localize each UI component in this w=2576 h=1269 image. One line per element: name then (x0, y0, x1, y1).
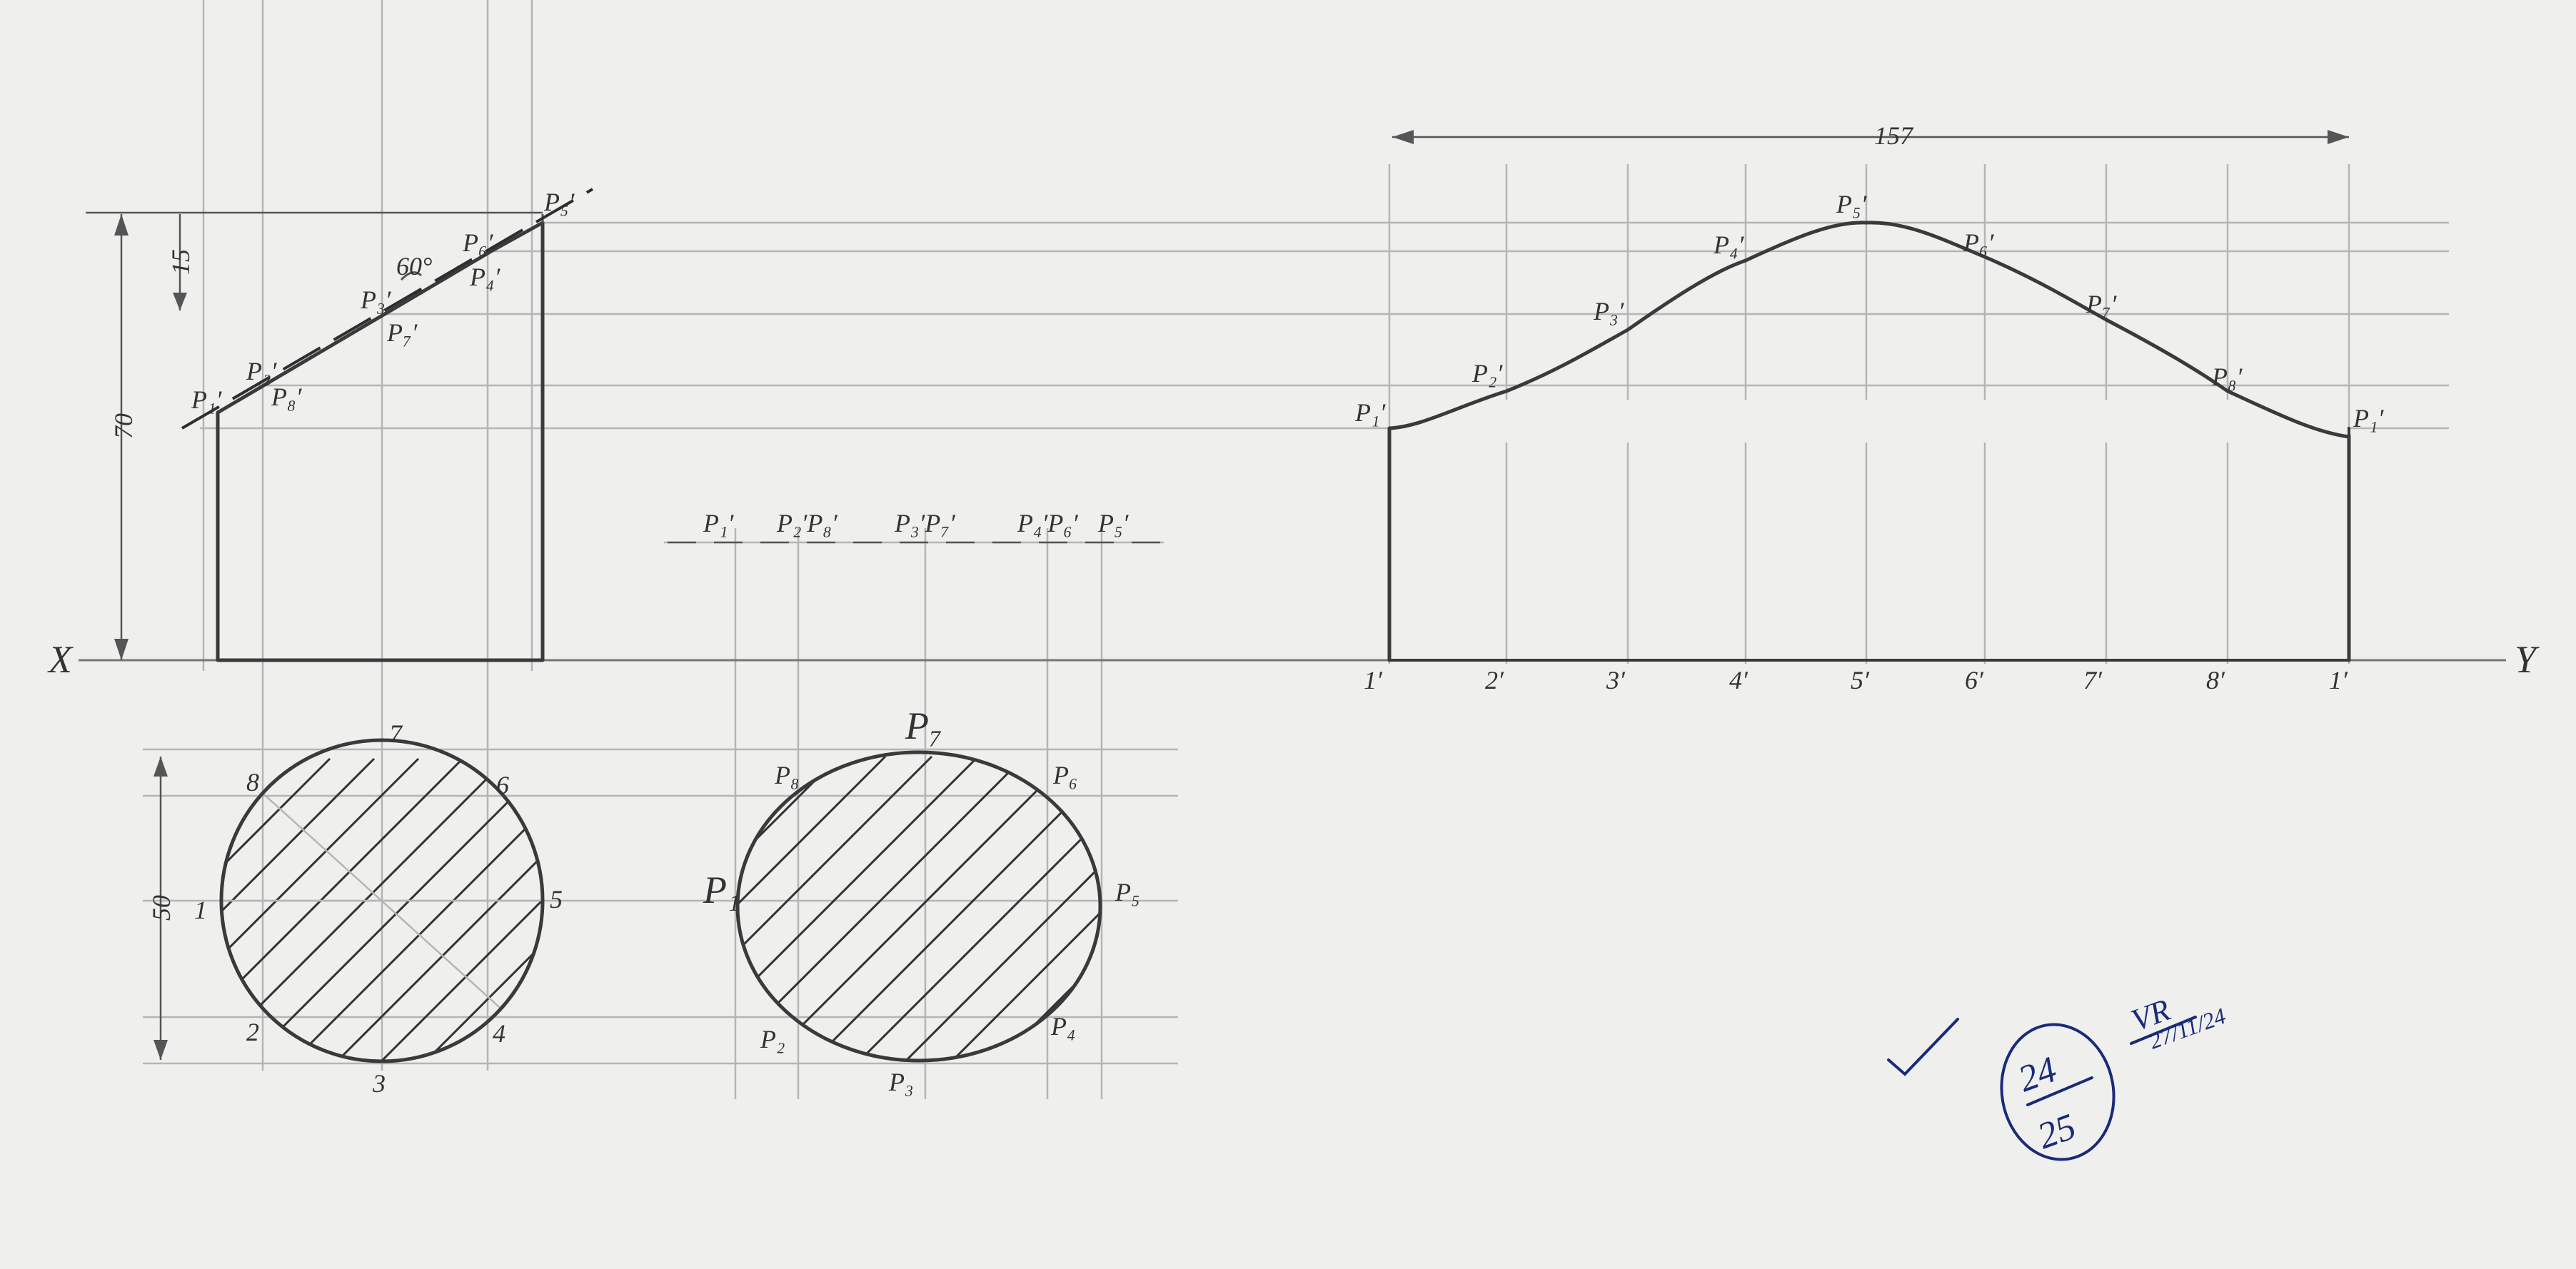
cut-depth-dim-label: 15 (166, 249, 195, 275)
front-view: 60° 70 15 P₁′ P₂′ P₈′ P₃′ P₇′ P₆′ P₄′ P₅… (86, 188, 594, 662)
dev-curve-p6: P₆′ (1963, 228, 1995, 257)
ts-top-label-3: P₃′P₇′ (894, 509, 956, 537)
ts-top-label-2: P₂′P₈′ (776, 509, 838, 537)
ts-label-p7: P₇ (905, 704, 942, 747)
top-view: 50 1 2 3 4 5 6 7 8 (147, 719, 563, 1098)
dev-base-7: 7′ (2083, 666, 2103, 694)
dev-curve-p3: P₃′ (1593, 297, 1625, 325)
tv-label-8: 8 (246, 768, 259, 797)
tv-label-6: 6 (496, 771, 509, 799)
fv-point-p6: P₆′ (462, 228, 494, 257)
tv-label-5: 5 (550, 885, 563, 914)
check-mark-icon (1887, 1018, 1959, 1076)
tv-label-3: 3 (372, 1069, 386, 1098)
development: 157 1′ 2′ 3′ 4′ 5′ 6′ 7′ 8′ 1′ P₁′ P₂′ P… (1354, 121, 2385, 694)
score-circle (2000, 1023, 2115, 1161)
dev-curve-p8: P₈′ (2211, 363, 2243, 391)
ts-label-p3: P₃ (888, 1068, 914, 1096)
dev-curve-p2: P₂′ (1471, 359, 1504, 388)
top-view-circle (219, 738, 545, 1063)
tv-label-1: 1 (194, 896, 207, 924)
tv-label-7: 7 (389, 719, 403, 748)
fv-point-p7: P₇′ (386, 318, 418, 347)
ts-top-label-1: P₁′ (703, 509, 735, 537)
ts-label-p4: P₄ (1050, 1012, 1076, 1041)
development-curve (1387, 221, 2351, 439)
dev-base-8: 8′ (2206, 666, 2225, 694)
ts-label-p5: P₅ (1115, 878, 1140, 906)
true-shape-ellipse (735, 750, 1102, 1063)
top-view-hatching (221, 749, 543, 1061)
ts-label-p6: P₆ (1052, 761, 1078, 789)
y-label: Y (2515, 638, 2540, 681)
tv-label-2: 2 (246, 1018, 259, 1046)
angle-label: 60° (396, 252, 432, 280)
dev-curve-p7: P₇′ (2086, 290, 2118, 318)
true-shape-section: P₁′ P₂′P₈′ P₃′P₇′ P₄′P₆′ P₅′ P₁ P₂ P₃ P₄… (668, 509, 1164, 1096)
dev-curve-p4: P₄′ (1713, 231, 1745, 259)
fv-point-p8: P₈′ (271, 383, 303, 411)
dev-curve-p5: P₅′ (1836, 190, 1868, 218)
dev-base-3: 3′ (1606, 666, 1626, 694)
fv-point-p5: P₅′ (543, 188, 575, 216)
dev-curve-p1: P₁′ (1354, 398, 1387, 427)
dev-curve-p1-end: P₁′ (2353, 404, 2385, 433)
ts-top-label-5: P₅′ (1097, 509, 1129, 537)
x-label: X (47, 638, 74, 681)
development-length-label: 157 (1874, 121, 1914, 150)
fv-point-p1: P₁′ (191, 385, 223, 414)
fv-point-p4: P₄′ (469, 263, 501, 291)
dev-base-2: 2′ (1485, 666, 1504, 694)
ts-top-label-4: P₄′P₆′ (1017, 509, 1079, 537)
height-dim-label: 70 (109, 413, 138, 439)
dev-base-6: 6′ (1965, 666, 1984, 694)
dev-base-1: 1′ (1364, 666, 1383, 694)
ts-label-p1: P₁ (703, 869, 740, 911)
ts-label-p8: P₈ (774, 761, 800, 789)
dev-base-4: 4′ (1729, 666, 1749, 694)
dev-base-9: 1′ (2329, 666, 2348, 694)
ts-label-p2: P₂ (760, 1025, 785, 1053)
tv-label-4: 4 (493, 1019, 505, 1048)
diameter-dim-label: 50 (147, 895, 176, 921)
fv-point-p2: P₂′ (246, 357, 278, 385)
fv-point-p3: P₃′ (360, 285, 392, 314)
dev-base-5: 5′ (1851, 666, 1870, 694)
